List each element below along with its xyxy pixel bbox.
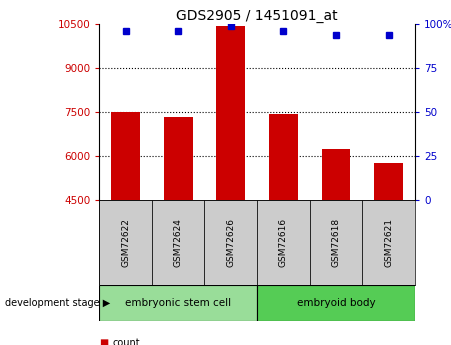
Text: ■: ■ [99, 338, 109, 345]
Text: GSM72624: GSM72624 [174, 218, 183, 267]
Bar [269, 114, 298, 200]
Text: GSM72618: GSM72618 [331, 218, 341, 267]
Text: GSM72621: GSM72621 [384, 218, 393, 267]
Bar [257, 285, 415, 321]
Bar [322, 149, 350, 200]
Bar [99, 200, 152, 285]
Bar [257, 200, 310, 285]
Text: development stage ▶: development stage ▶ [5, 298, 110, 308]
Bar [111, 112, 140, 200]
Text: embryoid body: embryoid body [297, 298, 375, 308]
Text: GSM72626: GSM72626 [226, 218, 235, 267]
Title: GDS2905 / 1451091_at: GDS2905 / 1451091_at [176, 9, 338, 23]
Text: GSM72616: GSM72616 [279, 218, 288, 267]
Bar [164, 117, 193, 200]
Bar [99, 285, 257, 321]
Text: embryonic stem cell: embryonic stem cell [125, 298, 231, 308]
Bar [362, 200, 415, 285]
Bar [152, 200, 204, 285]
Bar [310, 200, 362, 285]
Text: count: count [113, 338, 140, 345]
Text: GSM72622: GSM72622 [121, 218, 130, 267]
Bar [374, 164, 403, 200]
Bar [204, 200, 257, 285]
Bar [216, 26, 245, 200]
